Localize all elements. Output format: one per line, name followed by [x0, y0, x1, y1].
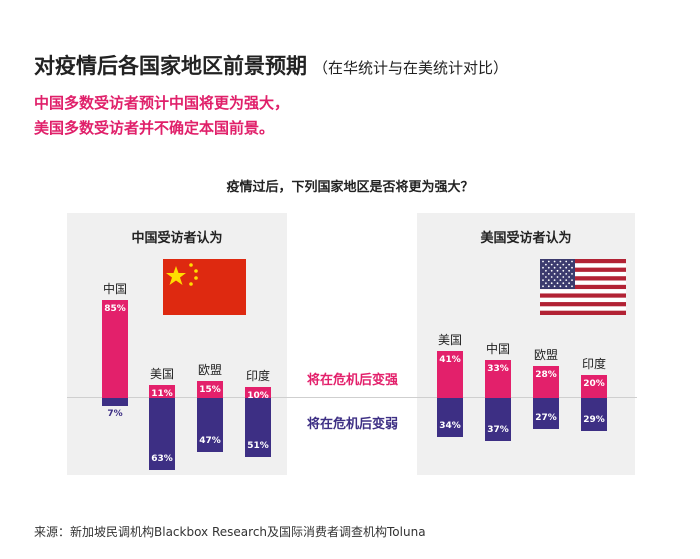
value-label-stronger: 41% [439, 354, 461, 365]
panel-title: 中国受访者认为 [131, 231, 223, 246]
value-label-stronger: 11% [151, 389, 173, 400]
bar-weaker [197, 398, 223, 453]
subtitle-2: 美国多数受访者并不确定本国前景。 [34, 119, 275, 137]
value-label-weaker: 37% [487, 424, 509, 435]
china-flag-icon [163, 259, 246, 315]
value-label-stronger: 33% [487, 364, 509, 375]
title-note: （在华统计与在美统计对比） [313, 59, 509, 77]
category-label: 中国 [485, 342, 510, 357]
legend-weaker: 将在危机后变弱 [306, 417, 398, 432]
value-label-weaker: 27% [535, 413, 557, 424]
bar-weaker [102, 398, 128, 407]
bar-stronger [581, 375, 607, 398]
subtitle-1: 中国多数受访者预计中国将更为强大， [34, 94, 290, 112]
chart-question: 疫情过后，下列国家地区是否将更为强大？ [226, 180, 474, 195]
bar-weaker [437, 398, 463, 438]
bar-stronger [533, 365, 559, 398]
value-label-weaker: 34% [439, 421, 461, 432]
baseline [67, 397, 637, 398]
bar-stronger [485, 360, 511, 398]
panel-title: 美国受访者认为 [480, 231, 572, 246]
bar-stronger [149, 385, 175, 398]
value-label-stronger: 20% [583, 379, 605, 389]
category-label: 印度 [245, 368, 270, 383]
bar-weaker [581, 398, 607, 432]
bar-weaker [533, 398, 559, 430]
category-label: 印度 [581, 357, 606, 371]
category-label: 美国 [149, 367, 174, 382]
value-label-weaker: 7% [107, 409, 123, 420]
value-label-weaker: 51% [247, 440, 269, 451]
bar-stronger [437, 350, 463, 398]
bar-stronger [245, 386, 271, 398]
value-label-weaker: 29% [583, 415, 605, 426]
value-label-stronger: 15% [199, 384, 221, 395]
category-label: 欧盟 [533, 347, 558, 362]
bar-weaker [245, 398, 271, 457]
page-title: 对疫情后各国家地区前景预期 （在华统计与在美统计对比） [34, 50, 508, 80]
value-label-weaker: 47% [199, 436, 221, 447]
value-label-stronger: 85% [104, 304, 126, 315]
category-label: 美国 [437, 332, 462, 347]
bar-stronger [197, 380, 223, 398]
bar-weaker [149, 398, 175, 471]
value-label-stronger: 28% [535, 369, 557, 380]
value-label-stronger: 10% [247, 390, 269, 401]
category-label: 中国 [102, 282, 127, 297]
source-note: 来源：新加坡民调机构Blackbox Research及国际消费者调查机构Tol… [34, 525, 426, 539]
legend-stronger: 将在危机后变强 [306, 373, 398, 388]
usa-flag-icon [540, 259, 626, 315]
bar-stronger [102, 300, 128, 398]
value-label-weaker: 63% [151, 454, 173, 465]
category-label: 欧盟 [197, 362, 222, 377]
title-text: 对疫情后各国家地区前景预期 [34, 54, 307, 78]
bar-weaker [485, 398, 511, 441]
